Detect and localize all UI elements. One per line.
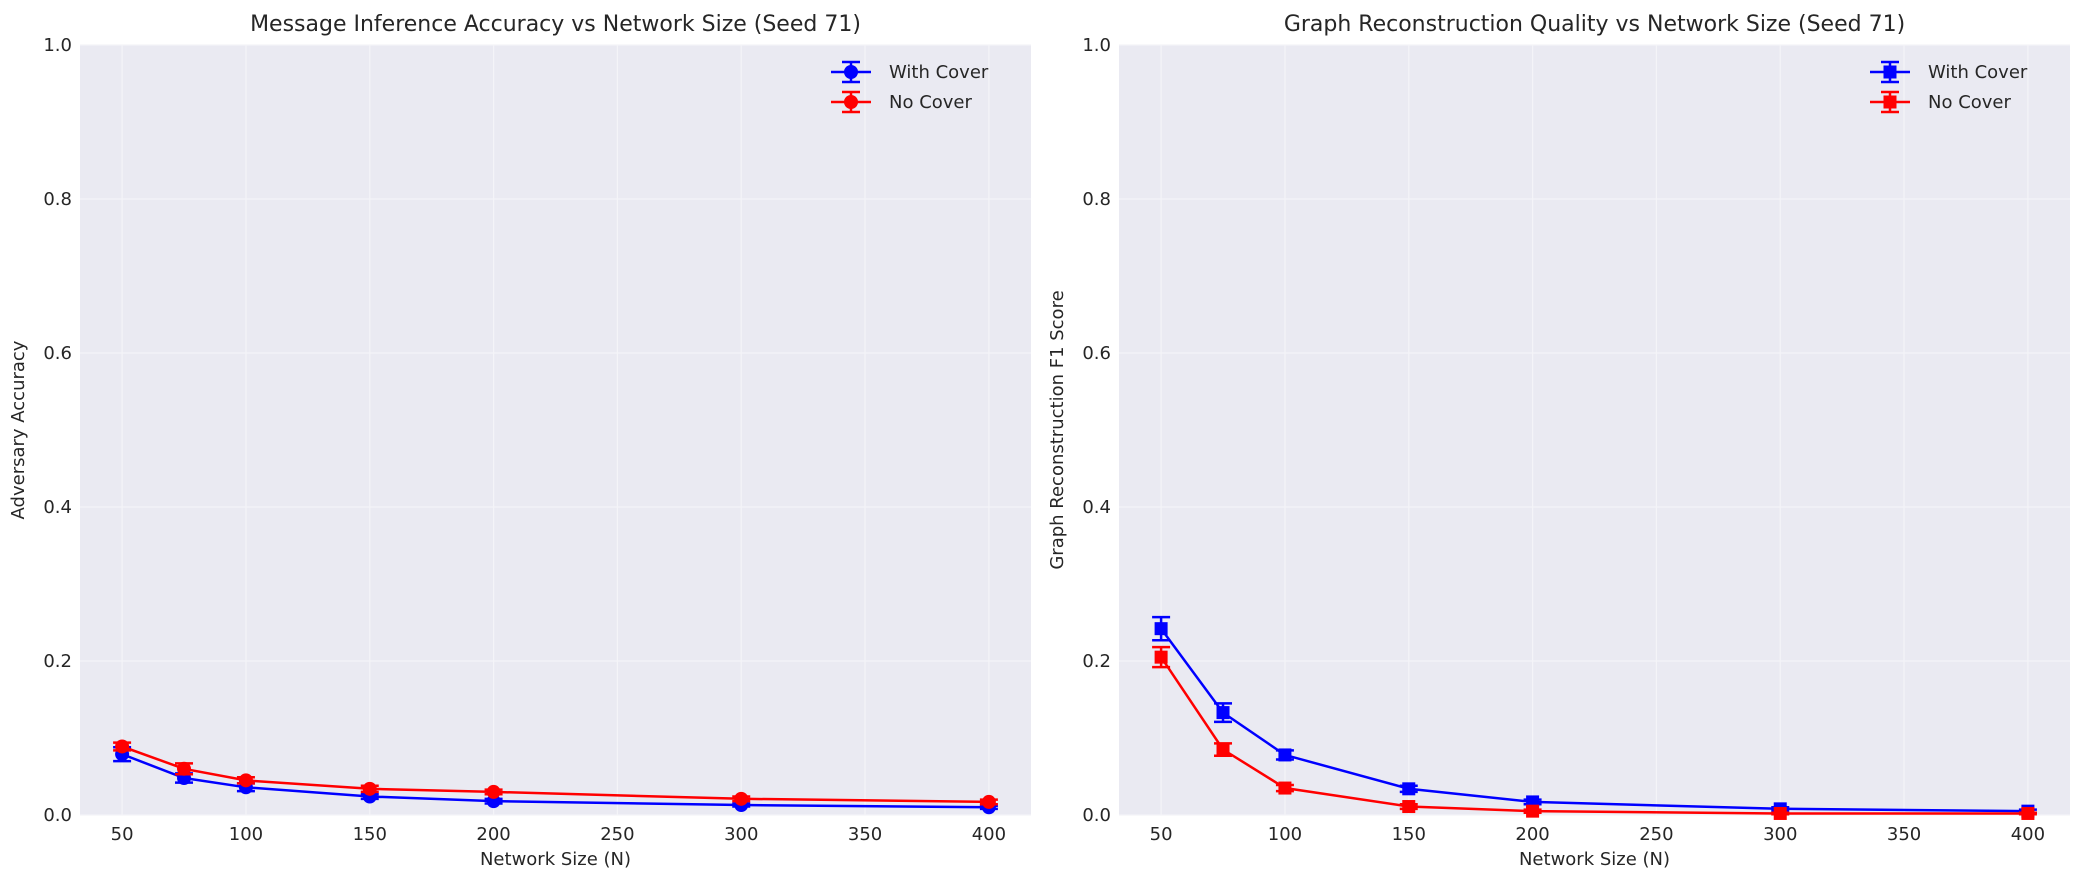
data-point: [177, 761, 192, 776]
y-tick-label: 0.8: [43, 189, 72, 210]
legend-item: No Cover: [1870, 90, 2012, 114]
x-tick-label: 100: [1268, 824, 1302, 845]
x-tick-label: 200: [1515, 824, 1549, 845]
legend-marker: [1883, 65, 1897, 79]
data-point: [1278, 781, 1292, 795]
data-point: [1216, 743, 1230, 757]
chart-graph-reconstruction: 0.0 0.2 0.4 0.6 0.8 1.0 50 100 150 200 250 300 350 40…: [1047, 12, 2070, 870]
y-tick-label: 0.6: [1082, 343, 1111, 364]
x-tick-label: 250: [1639, 824, 1673, 845]
plot-area: [1119, 45, 2070, 815]
chart-title: Graph Reconstruction Quality vs Network …: [1284, 12, 1905, 37]
data-point: [2021, 806, 2035, 820]
legend-item: With Cover: [831, 60, 989, 84]
legend-label: No Cover: [1928, 92, 2012, 113]
x-tick-label: 400: [2011, 824, 2045, 845]
x-tick-label: 250: [600, 824, 634, 845]
data-point: [1278, 748, 1292, 762]
x-tick-label: 300: [1763, 824, 1797, 845]
x-axis-label: Network Size (N): [1519, 849, 1670, 870]
y-tick-label: 0.2: [43, 651, 72, 672]
y-tick-label: 0.0: [43, 805, 72, 826]
data-point: [981, 794, 996, 809]
data-point: [1773, 806, 1787, 820]
data-point: [1526, 804, 1540, 818]
plot-area: [80, 45, 1031, 815]
data-point: [238, 773, 253, 788]
x-tick-label: 150: [1392, 824, 1426, 845]
y-tick-label: 0.2: [1082, 651, 1111, 672]
x-tick-label: 350: [1887, 824, 1921, 845]
legend-marker: [1883, 95, 1897, 109]
y-tick-label: 0.8: [1082, 189, 1111, 210]
legend-item: With Cover: [1870, 60, 2028, 84]
legend-label: No Cover: [889, 92, 973, 113]
y-tick-label: 0.6: [43, 343, 72, 364]
data-point: [1216, 706, 1230, 720]
legend-marker: [844, 65, 858, 79]
legend-marker: [844, 95, 858, 109]
x-tick-label: 400: [972, 824, 1006, 845]
data-point: [1402, 800, 1416, 814]
data-point: [1154, 650, 1168, 664]
data-point: [115, 739, 130, 754]
y-tick-label: 0.0: [1082, 805, 1111, 826]
data-point: [734, 791, 749, 806]
y-axis-label: Adversary Accuracy: [8, 340, 29, 519]
x-axis-label: Network Size (N): [480, 849, 631, 870]
legend-item: No Cover: [831, 90, 973, 114]
data-point: [1154, 622, 1168, 636]
x-tick-label: 300: [724, 824, 758, 845]
y-tick-label: 1.0: [1082, 35, 1111, 56]
x-tick-label: 100: [229, 824, 263, 845]
x-tick-label: 200: [476, 824, 510, 845]
legend-label: With Cover: [889, 62, 989, 83]
legend-label: With Cover: [1928, 62, 2028, 83]
y-tick-label: 1.0: [43, 35, 72, 56]
y-axis-label: Graph Reconstruction F1 Score: [1047, 290, 1068, 569]
y-tick-label: 0.4: [43, 497, 72, 518]
x-tick-label: 50: [1150, 824, 1173, 845]
data-point: [486, 784, 501, 799]
data-point: [362, 781, 377, 796]
x-tick-label: 350: [848, 824, 882, 845]
data-point: [1402, 782, 1416, 796]
x-tick-label: 50: [111, 824, 134, 845]
y-tick-label: 0.4: [1082, 497, 1111, 518]
x-tick-label: 150: [353, 824, 387, 845]
chart-title: Message Inference Accuracy vs Network Si…: [250, 12, 861, 37]
chart-message-inference: 0.0 0.2 0.4 0.6 0.8 1.0 50 100 150 200 250 300 350 40…: [8, 12, 1031, 870]
